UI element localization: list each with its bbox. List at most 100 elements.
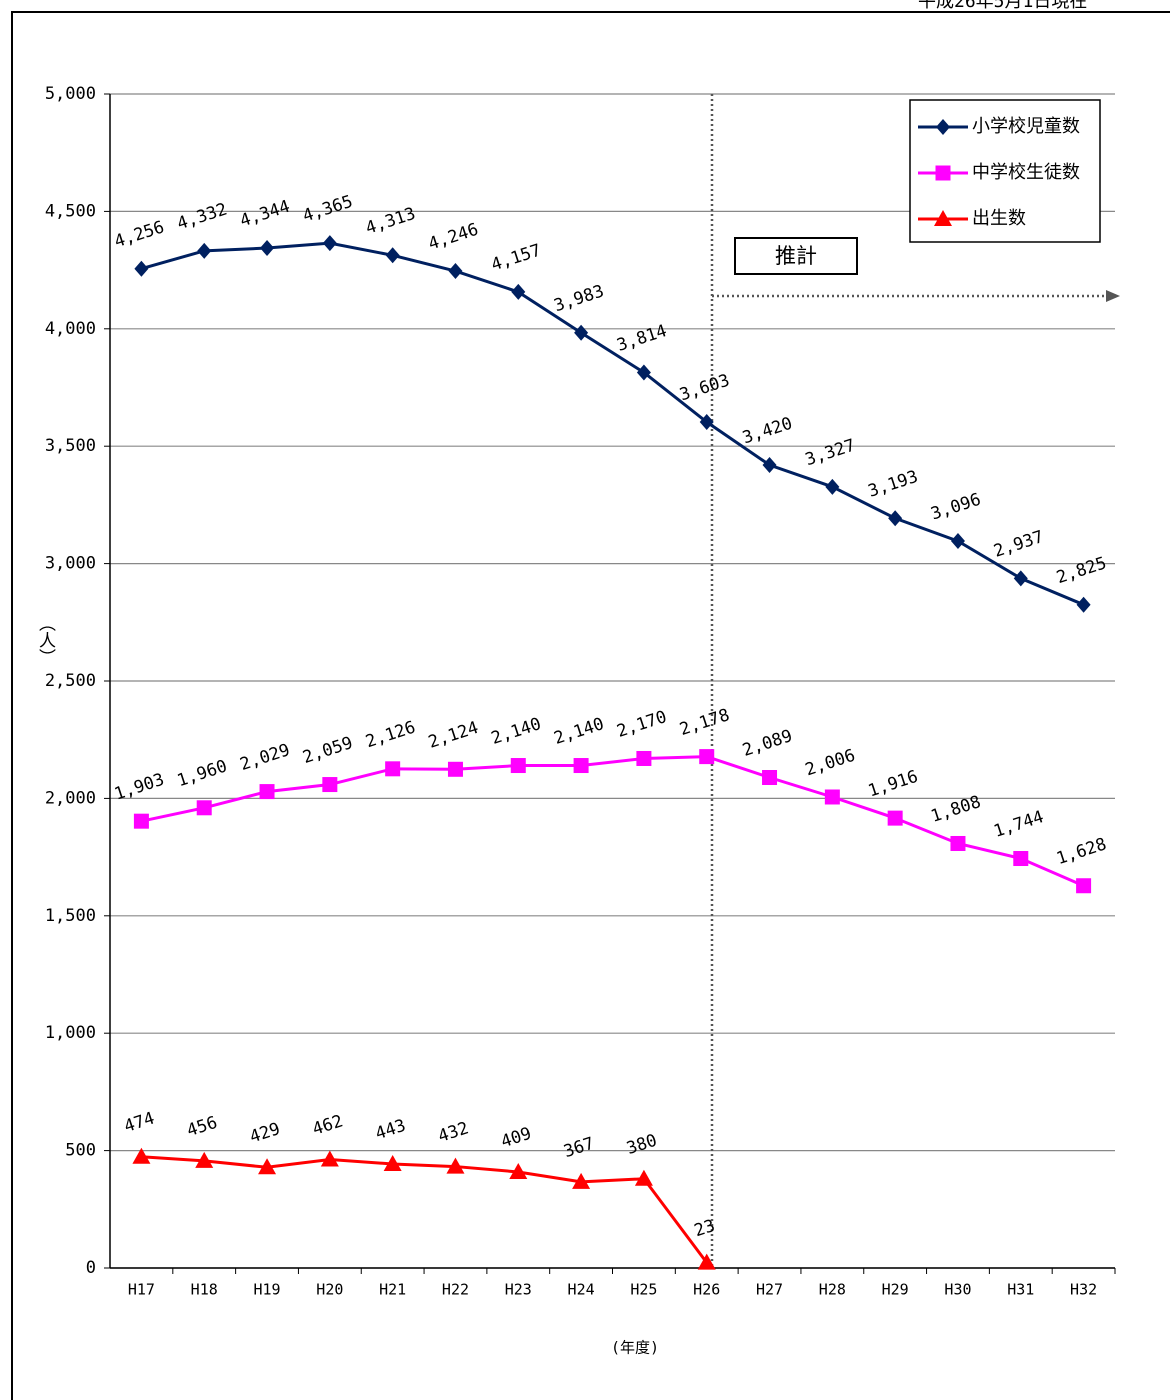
marker xyxy=(699,414,714,431)
annotation: 推計 xyxy=(775,244,817,268)
legend-label: 出生数 xyxy=(972,208,1026,229)
marker xyxy=(936,119,950,135)
value-label: 2,178 xyxy=(677,705,732,740)
marker xyxy=(197,242,212,259)
y-axis-label: （人） xyxy=(35,615,56,666)
value-label: 2,170 xyxy=(614,707,669,742)
x-tick-label: H18 xyxy=(191,1281,218,1299)
value-label: 3,193 xyxy=(866,467,921,502)
value-label: 409 xyxy=(499,1124,534,1153)
value-label: 443 xyxy=(373,1116,408,1145)
marker xyxy=(134,260,149,277)
marker xyxy=(935,165,951,181)
marker xyxy=(385,761,401,777)
x-tick-label: H29 xyxy=(882,1281,909,1299)
marker xyxy=(762,456,777,473)
marker xyxy=(1013,851,1029,867)
value-label: 380 xyxy=(624,1131,659,1160)
marker xyxy=(132,1147,151,1164)
marker xyxy=(887,810,903,826)
marker xyxy=(447,761,463,777)
value-label: 3,420 xyxy=(740,414,795,449)
series-line xyxy=(140,241,1085,607)
x-tick-label: H23 xyxy=(505,1281,532,1299)
value-label: 3,327 xyxy=(803,435,858,470)
marker xyxy=(1076,878,1092,894)
x-tick-label: H17 xyxy=(128,1281,155,1299)
legend-label: 小学校児童数 xyxy=(972,116,1080,137)
y-tick-label: 2,000 xyxy=(45,788,96,808)
legend-label: 中学校生徒数 xyxy=(972,162,1080,183)
marker xyxy=(260,240,275,257)
value-label: 1,916 xyxy=(866,767,921,802)
value-label: 2,089 xyxy=(740,726,795,761)
x-tick-label: H22 xyxy=(442,1281,469,1299)
x-tick-label: H21 xyxy=(379,1281,406,1299)
x-tick-label: H30 xyxy=(944,1281,971,1299)
y-tick-label: 5,000 xyxy=(45,84,96,104)
marker xyxy=(1076,596,1091,613)
marker xyxy=(322,235,337,252)
marker xyxy=(322,777,338,793)
marker xyxy=(258,1158,277,1175)
y-tick-label: 4,500 xyxy=(45,201,96,221)
marker xyxy=(825,478,840,495)
value-label: 456 xyxy=(185,1113,220,1142)
marker xyxy=(950,533,965,550)
marker xyxy=(448,263,463,280)
marker xyxy=(636,750,652,766)
y-tick-label: 0 xyxy=(86,1258,96,1278)
value-label: 4,157 xyxy=(489,241,544,276)
x-tick-label: H24 xyxy=(568,1281,595,1299)
series-line xyxy=(141,755,1085,888)
marker xyxy=(697,1253,716,1270)
series-line xyxy=(141,1155,708,1264)
marker xyxy=(1013,570,1028,587)
value-label: 4,313 xyxy=(363,204,418,239)
marker xyxy=(320,1150,339,1167)
value-label: 1,744 xyxy=(991,807,1046,842)
value-label: 2,059 xyxy=(300,733,355,768)
x-tick-label: H19 xyxy=(253,1281,280,1299)
marker xyxy=(824,789,840,805)
value-label: 1,960 xyxy=(175,756,230,791)
value-label: 2,029 xyxy=(238,740,293,775)
frame xyxy=(11,11,1170,1400)
value-label: 2,140 xyxy=(552,714,607,749)
marker xyxy=(950,835,966,851)
marker xyxy=(572,1172,591,1189)
marker xyxy=(634,1169,653,1186)
x-axis-label: (年度) xyxy=(611,1339,659,1357)
x-tick-label: H27 xyxy=(756,1281,783,1299)
marker xyxy=(383,1154,402,1171)
marker xyxy=(934,210,952,226)
y-tick-label: 500 xyxy=(65,1141,96,1161)
marker xyxy=(510,758,526,774)
value-label: 4,332 xyxy=(175,199,230,234)
marker xyxy=(762,770,778,786)
y-tick-label: 1,000 xyxy=(45,1023,96,1043)
value-label: 432 xyxy=(436,1118,471,1147)
marker xyxy=(511,283,526,300)
forecast-arrowhead xyxy=(1106,290,1120,302)
value-label: 3,983 xyxy=(552,281,607,316)
x-tick-label: H20 xyxy=(316,1281,343,1299)
value-label: 429 xyxy=(247,1119,282,1148)
x-tick-label: H26 xyxy=(693,1281,720,1299)
value-label: 3,603 xyxy=(677,371,732,406)
y-tick-label: 1,500 xyxy=(45,906,96,926)
marker xyxy=(636,364,651,381)
value-label: 474 xyxy=(122,1108,157,1137)
value-label: 4,256 xyxy=(112,217,167,252)
marker xyxy=(574,324,589,341)
marker xyxy=(196,800,212,816)
value-label: 23 xyxy=(692,1216,718,1241)
value-label: 1,808 xyxy=(929,792,984,827)
value-label: 2,126 xyxy=(363,717,418,752)
marker xyxy=(509,1162,528,1179)
x-tick-label: H31 xyxy=(1007,1281,1034,1299)
value-label: 2,006 xyxy=(803,746,858,781)
y-tick-label: 3,500 xyxy=(45,436,96,456)
value-label: 3,096 xyxy=(929,490,984,525)
